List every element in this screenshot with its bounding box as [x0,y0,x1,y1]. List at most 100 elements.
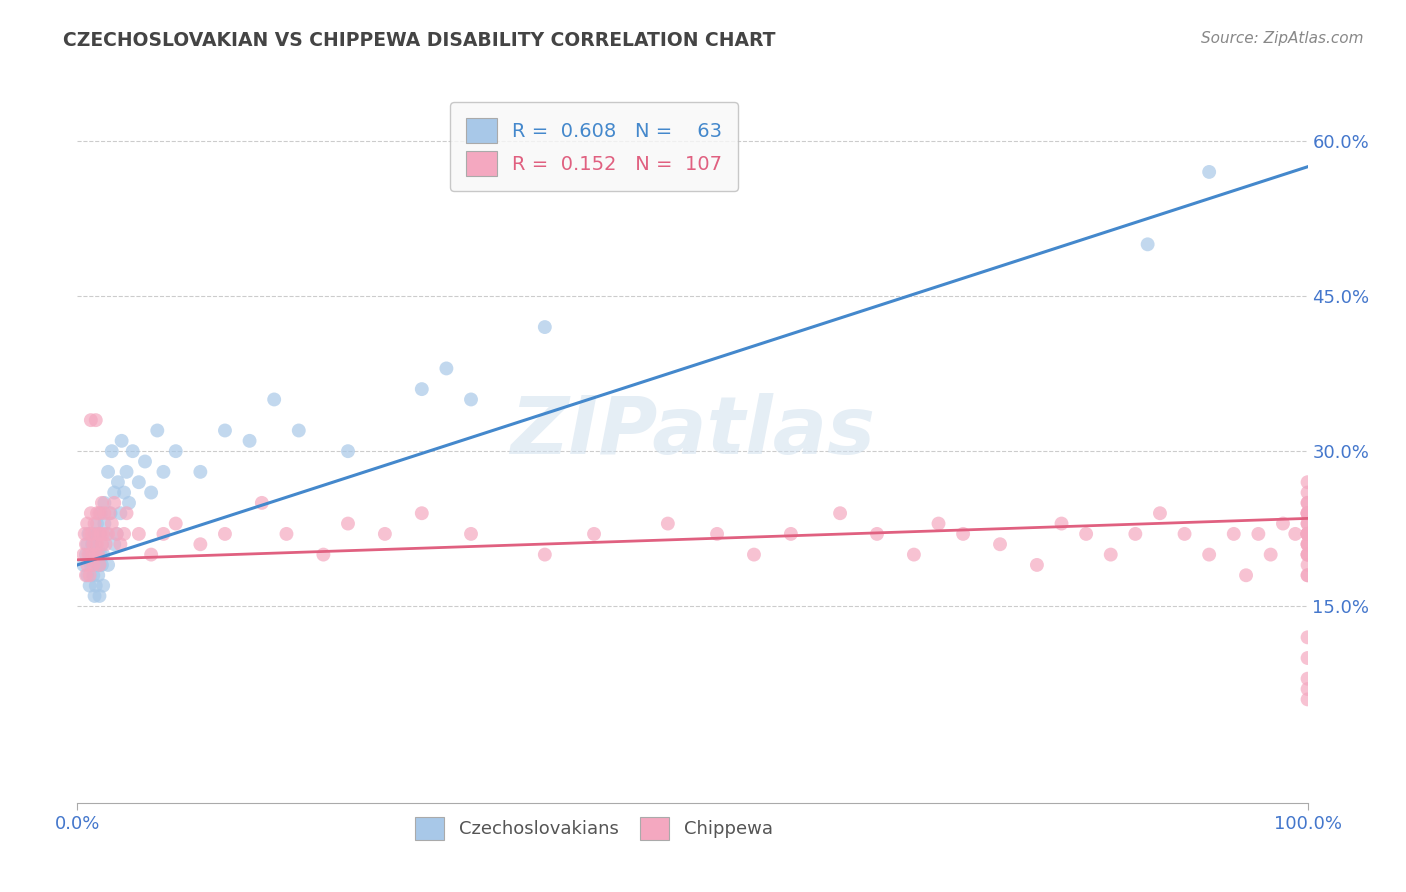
Point [312,548,335,562]
Point [276,527,298,541]
Point [1284,527,1306,541]
Point [146,424,169,438]
Point [1296,568,1319,582]
Point [80,413,103,427]
Point [1296,475,1319,490]
Point [79,568,101,582]
Point [115,506,138,520]
Point [118,496,141,510]
Point [1296,548,1319,562]
Point [93,506,115,520]
Point [75,537,97,551]
Point [75,568,97,582]
Point [1198,165,1220,179]
Point [460,527,482,541]
Point [583,527,606,541]
Point [87,527,110,541]
Point [80,558,103,572]
Point [76,537,98,551]
Point [110,537,132,551]
Point [250,496,273,510]
Point [1296,527,1319,541]
Point [105,527,128,541]
Point [165,516,187,531]
Text: Source: ZipAtlas.com: Source: ZipAtlas.com [1201,31,1364,46]
Point [288,424,311,438]
Point [1296,527,1319,541]
Point [1026,558,1049,572]
Point [84,413,107,427]
Point [97,558,120,572]
Point [1050,516,1073,531]
Point [657,516,679,531]
Point [263,392,285,407]
Point [87,548,110,562]
Point [91,548,114,562]
Point [988,537,1011,551]
Point [1260,548,1282,562]
Point [79,579,101,593]
Point [411,506,433,520]
Point [103,537,125,551]
Point [141,548,163,562]
Point [82,527,104,541]
Point [82,537,104,551]
Point [866,527,889,541]
Point [214,527,236,541]
Point [1296,548,1319,562]
Point [1296,506,1319,520]
Point [1296,485,1319,500]
Point [98,506,121,520]
Point [79,548,101,562]
Point [128,527,150,541]
Point [84,548,107,562]
Point [1296,516,1319,531]
Point [1296,537,1319,551]
Point [86,558,108,572]
Point [90,527,112,541]
Point [830,506,852,520]
Point [90,548,112,562]
Point [89,558,111,572]
Point [239,434,262,448]
Point [86,537,108,551]
Point [134,454,156,468]
Point [952,527,974,541]
Point [1296,568,1319,582]
Point [91,579,114,593]
Point [72,548,94,562]
Point [83,589,105,603]
Point [188,465,212,479]
Point [77,527,100,541]
Point [103,485,125,500]
Point [86,516,108,531]
Point [97,527,120,541]
Point [1223,527,1246,541]
Point [1198,548,1220,562]
Point [121,444,143,458]
Point [89,506,111,520]
Point [82,548,104,562]
Point [1136,237,1159,252]
Point [903,548,925,562]
Point [1125,527,1147,541]
Point [1296,672,1319,686]
Point [188,537,212,551]
Point [1247,527,1270,541]
Point [86,506,108,520]
Point [73,527,96,541]
Point [87,548,110,562]
Point [1296,630,1319,644]
Point [374,527,396,541]
Point [84,579,107,593]
Point [93,496,115,510]
Point [1149,506,1171,520]
Point [97,465,120,479]
Point [87,568,110,582]
Point [89,589,111,603]
Text: ZIPatlas: ZIPatlas [510,392,875,471]
Point [84,537,107,551]
Point [90,537,114,551]
Point [76,516,98,531]
Point [103,496,125,510]
